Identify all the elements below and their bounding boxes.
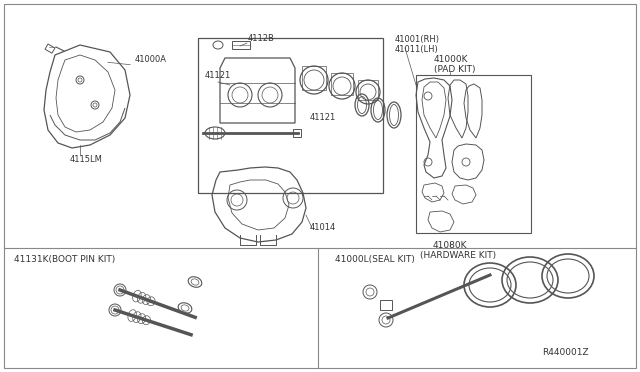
Text: 4112B: 4112B [248,34,275,43]
Text: 41000A: 41000A [135,55,167,64]
Text: 41121: 41121 [310,113,336,122]
Bar [302,66,326,90]
Text: 41131K(BOOT PIN KIT): 41131K(BOOT PIN KIT) [14,255,115,264]
Bar [416,75,531,233]
Bar [45,44,55,53]
Text: 41000L(SEAL KIT): 41000L(SEAL KIT) [335,255,415,264]
Bar [198,38,383,193]
Text: 41014: 41014 [310,223,336,232]
Text: 41001(RH): 41001(RH) [395,35,440,44]
Bar [358,80,378,100]
Text: 41080K: 41080K [433,241,467,250]
Text: 41011(LH): 41011(LH) [395,45,439,54]
Bar [331,73,353,95]
Bar [380,300,392,310]
Bar [293,129,301,137]
Text: R440001Z: R440001Z [542,348,589,357]
Text: 4115LM: 4115LM [70,155,103,164]
Text: (PAD KIT): (PAD KIT) [434,65,476,74]
Text: (HARDWARE KIT): (HARDWARE KIT) [420,251,496,260]
Bar [232,41,250,49]
Text: 41121: 41121 [205,71,231,80]
Text: 41000K: 41000K [434,55,468,64]
